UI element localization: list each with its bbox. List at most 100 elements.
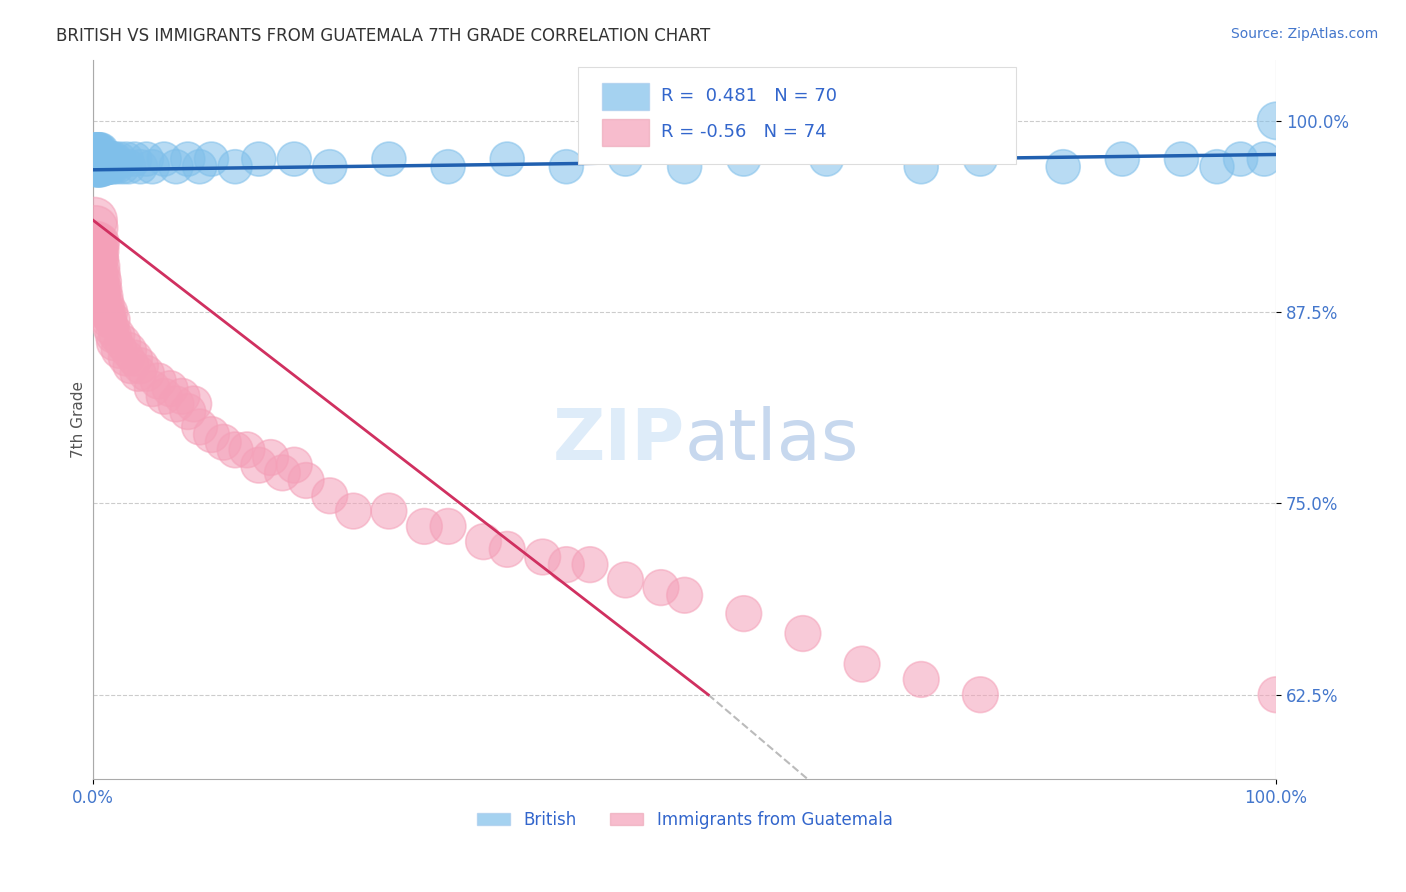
FancyBboxPatch shape (578, 67, 1017, 164)
Point (91, 275, 114, 289)
Point (319, 489, 342, 503)
Point (103, 160, 125, 174)
Point (90, 267, 112, 281)
Point (614, 152, 637, 166)
Point (200, 427, 222, 442)
Point (910, 673, 932, 687)
Point (96, 305, 118, 319)
Point (86, 145, 108, 159)
Point (127, 367, 149, 381)
Point (105, 160, 128, 174)
Point (295, 474, 318, 488)
Point (673, 588, 696, 602)
Point (103, 328, 125, 343)
Point (84, 244, 107, 258)
Point (496, 152, 519, 166)
Point (89, 275, 111, 289)
Point (555, 160, 578, 174)
Point (89, 145, 111, 159)
Point (378, 504, 401, 518)
Point (212, 435, 235, 450)
Point (111, 335, 134, 350)
Point (969, 152, 991, 166)
Point (118, 160, 141, 174)
Point (97, 160, 120, 174)
Point (188, 420, 211, 434)
Point (87, 267, 110, 281)
Point (165, 397, 187, 411)
Point (91, 152, 114, 166)
Point (90, 152, 112, 166)
Y-axis label: 7th Grade: 7th Grade (72, 381, 86, 458)
Point (153, 152, 176, 166)
Point (673, 160, 696, 174)
Point (83, 236, 105, 251)
Point (851, 657, 873, 672)
Point (472, 534, 495, 549)
Point (105, 328, 128, 343)
Point (111, 160, 134, 174)
Point (124, 152, 146, 166)
Point (141, 160, 163, 174)
Point (815, 152, 838, 166)
Point (87, 244, 110, 258)
Point (579, 558, 602, 572)
Point (87, 145, 110, 159)
Point (319, 160, 342, 174)
Point (94, 305, 117, 319)
Point (94, 290, 117, 304)
Point (141, 382, 163, 396)
Text: R =  0.481   N = 70: R = 0.481 N = 70 (661, 87, 837, 105)
Point (108, 343, 131, 358)
Point (97, 312, 120, 326)
Point (97, 152, 120, 166)
FancyBboxPatch shape (602, 119, 650, 146)
Point (1265, 113, 1288, 128)
Point (93, 282, 115, 296)
Point (148, 374, 170, 388)
Point (129, 359, 152, 373)
FancyBboxPatch shape (602, 83, 650, 110)
Point (792, 626, 814, 640)
Point (89, 259, 111, 273)
Point (200, 152, 222, 166)
Point (378, 152, 401, 166)
Point (283, 152, 305, 166)
Point (87, 160, 110, 174)
Point (108, 152, 131, 166)
Point (135, 152, 157, 166)
Point (1253, 152, 1275, 166)
Point (83, 213, 105, 227)
Point (650, 581, 672, 595)
Point (83, 152, 105, 166)
Point (910, 160, 932, 174)
Point (555, 558, 578, 572)
Point (413, 519, 436, 533)
Point (93, 160, 115, 174)
Point (96, 297, 118, 311)
Point (259, 450, 281, 465)
Point (283, 458, 305, 472)
Point (87, 252, 110, 266)
Point (93, 152, 115, 166)
Point (170, 389, 193, 403)
Point (101, 312, 124, 326)
Point (165, 160, 187, 174)
Point (101, 152, 124, 166)
Point (224, 442, 246, 457)
Point (86, 160, 108, 174)
Point (437, 519, 460, 533)
Point (86, 252, 108, 266)
Point (84, 145, 107, 159)
Point (1206, 160, 1229, 174)
Point (100, 320, 122, 334)
Point (153, 389, 176, 403)
Point (531, 549, 554, 564)
Point (614, 573, 637, 587)
Point (103, 335, 125, 350)
Point (115, 152, 138, 166)
Point (120, 359, 142, 373)
Point (94, 160, 117, 174)
Text: Source: ZipAtlas.com: Source: ZipAtlas.com (1230, 27, 1378, 41)
Point (89, 160, 111, 174)
